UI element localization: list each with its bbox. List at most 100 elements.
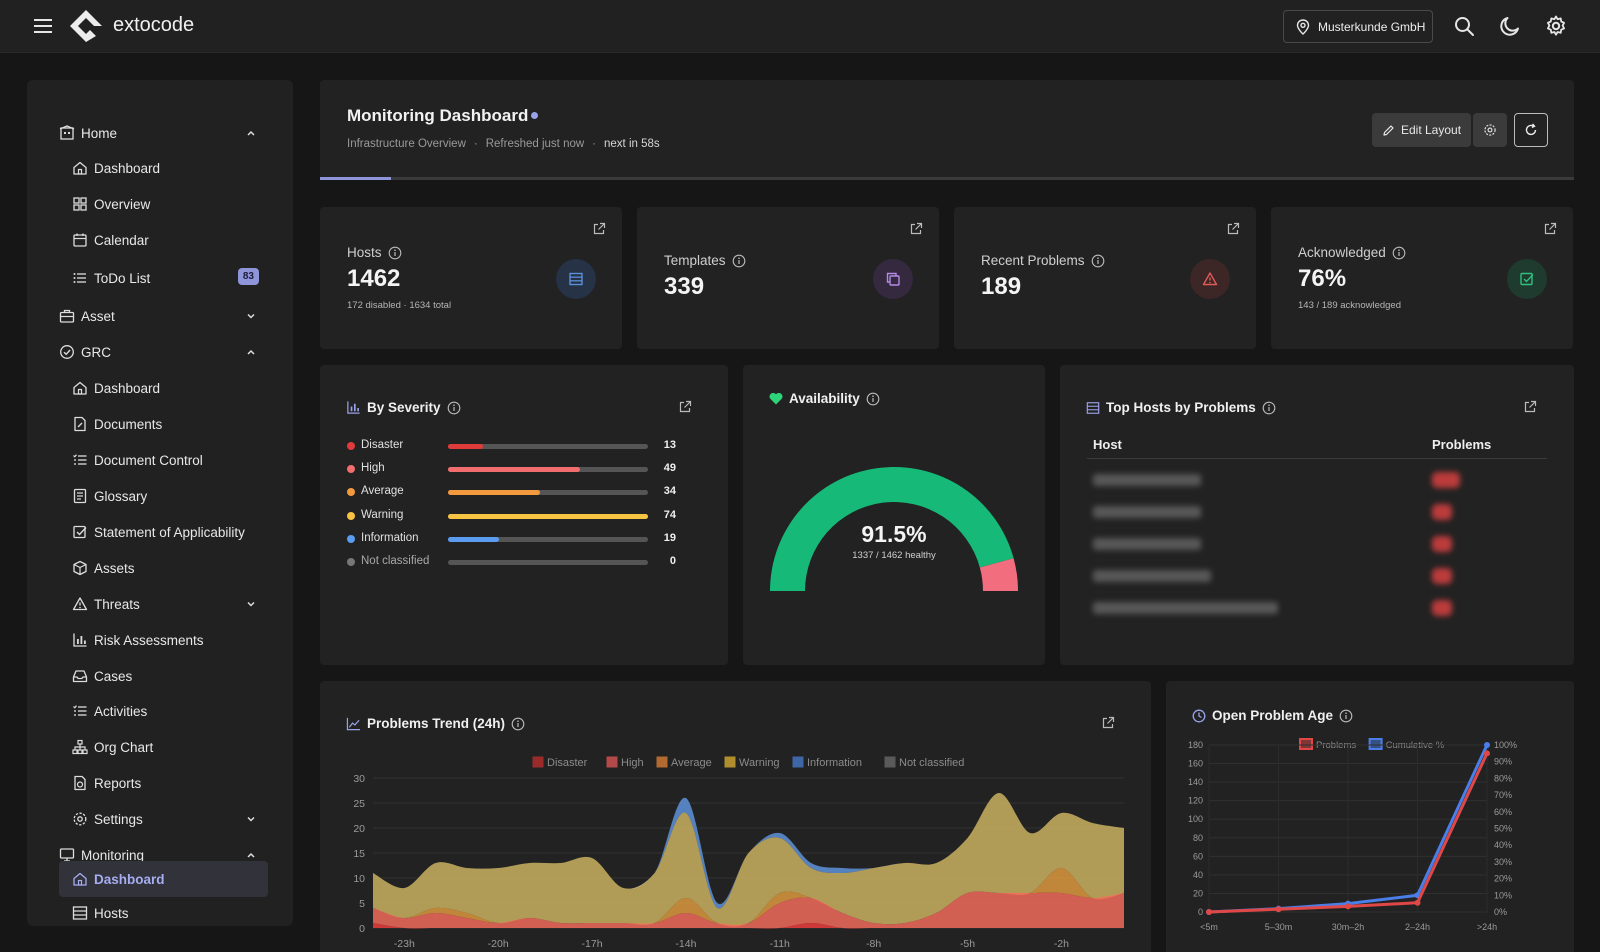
external-link-icon[interactable] (909, 222, 923, 236)
gear-icon[interactable] (1544, 14, 1568, 38)
stat-label: Templates (664, 253, 746, 268)
edit-layout-button[interactable]: Edit Layout (1372, 113, 1472, 147)
nav-grc-glossary[interactable]: Glossary (27, 481, 293, 511)
brand-name[interactable]: extocode (113, 14, 195, 36)
menu-icon[interactable] (32, 16, 54, 36)
bar-chart-icon (347, 401, 360, 414)
subtitle-separator: · (592, 138, 597, 150)
info-icon[interactable] (1091, 254, 1105, 268)
nav-home-todo[interactable]: ToDo List 83 (27, 263, 293, 293)
legend-item[interactable]: Disaster (532, 756, 588, 769)
info-icon[interactable] (388, 246, 402, 260)
stat-card-templates[interactable]: Templates 339 (637, 207, 939, 349)
problems-point[interactable] (1275, 906, 1282, 913)
search-icon[interactable] (1452, 14, 1476, 38)
nav-grc-documents[interactable]: Documents (27, 409, 293, 439)
nav-grc-activities[interactable]: Activities (27, 696, 293, 726)
info-icon[interactable] (1339, 709, 1353, 723)
trend-panel: Problems Trend (24h) Disaster High Average… (320, 681, 1151, 952)
severity-row[interactable]: Not classified 0 (346, 554, 702, 570)
grid-icon (73, 197, 87, 211)
customer-selector[interactable]: Musterkunde GmbH (1283, 10, 1433, 43)
severity-count: 19 (663, 531, 676, 544)
nav-grc-risk-assessments[interactable]: Risk Assessments (27, 625, 293, 655)
y-tick-label: 40 (1193, 870, 1203, 880)
severity-row[interactable]: Disaster 13 (346, 438, 702, 454)
severity-row[interactable]: Warning 74 (346, 508, 702, 524)
info-icon[interactable] (732, 254, 746, 268)
nav-home-calendar[interactable]: Calendar (27, 225, 293, 255)
live-status-dot (531, 112, 538, 119)
legend-label: Average (671, 757, 712, 769)
chevron-down-icon[interactable] (245, 598, 257, 610)
legend-item[interactable]: Average (656, 756, 712, 769)
external-link-icon[interactable] (1226, 222, 1240, 236)
nav-grc-org-chart[interactable]: Org Chart (27, 732, 293, 762)
nav-home-overview[interactable]: Overview (27, 189, 293, 219)
x-tick-label: -5h (960, 938, 975, 950)
nav-label: Documents (94, 416, 163, 432)
nav-home[interactable]: Home (27, 118, 293, 148)
moon-icon[interactable] (1498, 14, 1522, 38)
refresh-button[interactable] (1514, 113, 1548, 147)
external-link-icon[interactable] (678, 400, 692, 414)
chevron-down-icon[interactable] (245, 813, 257, 825)
extocode-logo[interactable] (68, 8, 104, 44)
nav-monitoring-hosts[interactable]: Hosts (27, 898, 293, 926)
legend-item[interactable]: Warning (724, 756, 780, 769)
info-icon[interactable] (1262, 401, 1276, 415)
legend-item[interactable]: High (606, 756, 644, 769)
problems-point[interactable] (1206, 909, 1212, 915)
chevron-up-icon[interactable] (245, 127, 257, 139)
redacted-host-name[interactable] (1093, 474, 1201, 486)
nav-grc-soa[interactable]: Statement of Applicability (27, 517, 293, 547)
nav-grc-cases[interactable]: Cases (27, 661, 293, 691)
legend-item[interactable]: Not classified (884, 756, 964, 769)
redacted-host-name[interactable] (1093, 602, 1278, 614)
stat-card-recent-problems[interactable]: Recent Problems 189 (954, 207, 1256, 349)
external-link-icon[interactable] (1101, 716, 1115, 730)
chevron-up-icon[interactable] (245, 346, 257, 358)
header-subtitle: Infrastructure Overview · Refreshed just… (347, 138, 660, 150)
external-link-icon[interactable] (1543, 222, 1557, 236)
redacted-host-name[interactable] (1093, 506, 1201, 518)
severity-row[interactable]: Information 19 (346, 531, 702, 547)
dashboard-settings-button[interactable] (1473, 113, 1507, 147)
area-high[interactable] (373, 891, 1124, 929)
nav-asset[interactable]: Asset (27, 301, 293, 331)
area-warning[interactable] (373, 792, 1124, 927)
info-icon[interactable] (447, 401, 461, 415)
nav-grc-document-control[interactable]: Document Control (27, 445, 293, 475)
info-icon[interactable] (1392, 246, 1406, 260)
nav-grc[interactable]: GRC (27, 337, 293, 367)
problems-point[interactable] (1484, 750, 1490, 757)
severity-dot (347, 465, 355, 474)
problems-point[interactable] (1345, 903, 1351, 910)
chevron-up-icon[interactable] (245, 849, 257, 861)
info-icon[interactable] (511, 717, 525, 731)
nav-monitoring-dashboard[interactable]: Dashboard (59, 861, 268, 897)
nav-grc-dashboard[interactable]: Dashboard (27, 373, 293, 403)
chevron-down-icon[interactable] (245, 310, 257, 322)
cumulative-point[interactable] (1484, 742, 1490, 748)
legend-item[interactable]: Information (792, 756, 862, 769)
nav-grc-reports[interactable]: Reports (27, 768, 293, 798)
redacted-host-name[interactable] (1093, 570, 1211, 582)
nav-home-dashboard[interactable]: Dashboard (27, 153, 293, 183)
external-link-icon[interactable] (592, 222, 606, 236)
stat-card-acknowledged[interactable]: Acknowledged 76% 143 / 189 acknowledged (1271, 207, 1573, 349)
stat-card-hosts[interactable]: Hosts 1462 172 disabled · 1634 total (320, 207, 622, 349)
nav-grc-assets[interactable]: Assets (27, 553, 293, 583)
nav-grc-threats[interactable]: Threats (27, 589, 293, 619)
info-icon[interactable] (866, 392, 880, 406)
severity-row[interactable]: High 49 (346, 461, 702, 477)
severity-count: 13 (663, 439, 676, 451)
legend-swatch (606, 756, 618, 768)
problems-point[interactable] (1414, 899, 1421, 906)
severity-row[interactable]: Average 34 (346, 484, 702, 500)
redacted-host-name[interactable] (1093, 538, 1201, 550)
nav-grc-settings[interactable]: Settings (27, 804, 293, 834)
external-link-icon[interactable] (1523, 400, 1537, 414)
legend-swatch (884, 756, 896, 768)
y-tick-label: 180 (1188, 740, 1203, 750)
